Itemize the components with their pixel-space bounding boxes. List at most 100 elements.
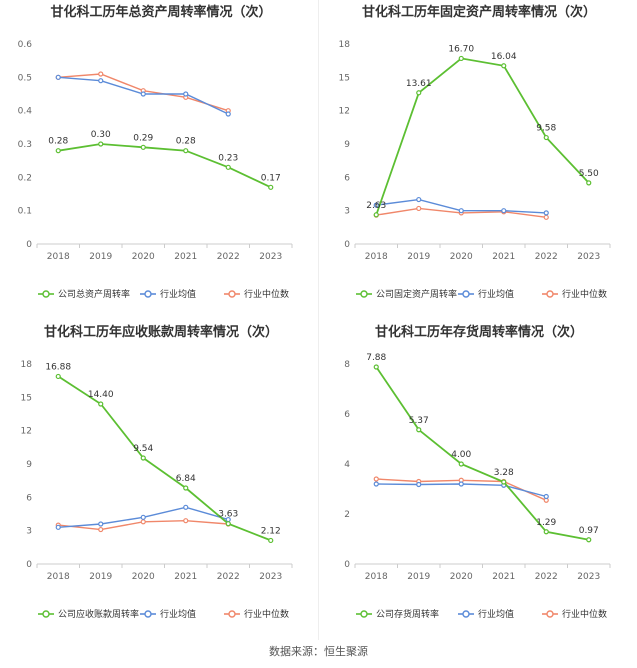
chart-svg: 甘化科工历年总资产周转率情况（次） 0 0.1 0.2 0.3 0.4 0.5 0.6 2018… bbox=[18, 4, 293, 300]
y-tick-label: 2 bbox=[344, 510, 350, 520]
chart-title: 甘化科工历年存货周转率情况（次） bbox=[375, 324, 583, 340]
x-tick-label: 2018 bbox=[365, 252, 388, 262]
legend-item-company[interactable]: 公司应收账款周转率 bbox=[58, 608, 139, 620]
data-point-industry-average bbox=[416, 481, 422, 488]
legend-item-industry-median[interactable]: 行业中位数 bbox=[244, 288, 289, 300]
data-label: 0.97 bbox=[579, 526, 599, 536]
y-tick-label: 4 bbox=[344, 460, 350, 470]
y-tick-label: 6 bbox=[26, 493, 32, 503]
data-label: 0.17 bbox=[261, 173, 281, 183]
data-label: 0.28 bbox=[48, 137, 68, 147]
x-tick-label: 2022 bbox=[217, 252, 240, 262]
data-point-industry-average bbox=[140, 514, 146, 520]
data-point-company bbox=[183, 148, 189, 154]
y-tick-label: 9 bbox=[344, 140, 350, 150]
data-label: 13.61 bbox=[406, 79, 432, 89]
y-tick-label: 0.4 bbox=[18, 107, 33, 117]
data-point-company bbox=[268, 184, 274, 190]
data-point-industry-average bbox=[373, 202, 379, 208]
data-point-industry-average bbox=[55, 524, 61, 530]
data-point-company bbox=[268, 537, 274, 544]
x-tick-label: 2018 bbox=[47, 572, 70, 582]
chart-title: 甘化科工历年固定资产周转率情况（次） bbox=[362, 4, 596, 20]
fixed-asset-turnover-chart: 甘化科工历年固定资产周转率情况（次） 0 3 6 9 12 15 18 2018 2019 2020… bbox=[318, 0, 636, 320]
data-point-company bbox=[416, 427, 422, 433]
series-line-company bbox=[58, 143, 272, 189]
y-tick-label: 3 bbox=[344, 207, 350, 217]
legend-item-industry-median[interactable]: 行业中位数 bbox=[562, 608, 607, 620]
data-point-company bbox=[140, 144, 146, 150]
legend-item-industry-median[interactable]: 行业中位数 bbox=[562, 288, 607, 300]
data-point-industry-average bbox=[140, 91, 146, 97]
x-tick-label: 2022 bbox=[535, 572, 558, 582]
data-point-company bbox=[501, 63, 507, 69]
x-tick-label: 2019 bbox=[89, 572, 112, 582]
legend-item-industry-average[interactable]: 行业均值 bbox=[478, 288, 514, 300]
x-tick-label: 2021 bbox=[492, 252, 515, 262]
x-tick-label: 2019 bbox=[407, 572, 430, 582]
legend-item-industry-average[interactable]: 行业均值 bbox=[478, 608, 514, 620]
y-tick-label: 18 bbox=[339, 40, 351, 50]
data-point-company bbox=[586, 180, 592, 186]
x-tick-label: 2021 bbox=[174, 572, 197, 582]
data-point-industry-median bbox=[98, 526, 104, 533]
data-label: 2.63 bbox=[366, 201, 386, 211]
total-asset-turnover-chart: 甘化科工历年总资产周转率情况（次） 0 0.1 0.2 0.3 0.4 0.5 0.6 2018… bbox=[0, 0, 318, 320]
chart-svg: 甘化科工历年应收账款周转率情况（次） 0 3 6 9 12 15 18 2018 2019 2020… bbox=[21, 324, 293, 620]
data-label: 5.50 bbox=[579, 169, 599, 179]
data-point-industry-average bbox=[501, 208, 507, 214]
data-point-industry-median bbox=[373, 476, 379, 482]
data-point-company bbox=[183, 485, 189, 491]
y-tick-label: 0.3 bbox=[18, 140, 32, 150]
y-tick-label: 0.5 bbox=[18, 73, 32, 83]
chart-title: 甘化科工历年应收账款周转率情况（次） bbox=[44, 324, 278, 340]
series-line-company bbox=[57, 375, 272, 542]
legend-item-company[interactable]: 公司存货周转率 bbox=[376, 608, 439, 620]
legend-item-industry-average[interactable]: 行业均值 bbox=[160, 608, 196, 620]
data-point-company bbox=[225, 521, 231, 527]
data-point-company bbox=[373, 212, 379, 218]
data-point-industry-average bbox=[183, 91, 189, 97]
legend-item-industry-average[interactable]: 行业均值 bbox=[160, 288, 196, 300]
y-tick-label: 12 bbox=[339, 107, 350, 117]
x-tick-label: 2021 bbox=[492, 572, 515, 582]
x-tick-label: 2020 bbox=[450, 252, 473, 262]
legend-item-company[interactable]: 公司总资产周转率 bbox=[58, 288, 130, 300]
data-point-company bbox=[543, 134, 549, 141]
data-source-note: 数据来源：恒生聚源 bbox=[269, 645, 368, 658]
data-point-industry-average bbox=[55, 74, 61, 80]
x-tick-label: 2022 bbox=[217, 572, 240, 582]
chart-title: 甘化科工历年总资产周转率情况（次） bbox=[50, 4, 271, 20]
data-point-company bbox=[98, 401, 104, 407]
data-point-industry-average bbox=[543, 210, 549, 216]
legend-item-industry-median[interactable]: 行业中位数 bbox=[244, 608, 289, 620]
y-tick-label: 18 bbox=[21, 360, 33, 370]
y-tick-label: 6 bbox=[344, 410, 350, 420]
data-point-industry-median bbox=[416, 205, 422, 212]
data-point-industry-average bbox=[416, 196, 422, 203]
x-tick-label: 2020 bbox=[132, 572, 155, 582]
data-label: 0.29 bbox=[133, 133, 153, 143]
y-tick-label: 0.2 bbox=[18, 173, 32, 183]
y-tick-label: 0 bbox=[344, 560, 350, 570]
y-tick-label: 3 bbox=[26, 527, 32, 537]
y-tick-label: 0 bbox=[26, 560, 32, 570]
data-label: 2.12 bbox=[261, 526, 281, 536]
legend-item-company[interactable]: 公司固定资产周转率 bbox=[376, 288, 457, 300]
data-label: 3.28 bbox=[494, 468, 514, 478]
y-tick-label: 0 bbox=[26, 240, 32, 250]
data-label: 0.23 bbox=[218, 153, 238, 163]
data-point-company bbox=[373, 364, 379, 370]
data-point-industry-median bbox=[140, 519, 146, 525]
receivables-turnover-chart: 甘化科工历年应收账款周转率情况（次） 0 3 6 9 12 15 18 2018 2019 2020… bbox=[0, 320, 318, 640]
data-label: 9.54 bbox=[133, 444, 153, 454]
data-label: 6.84 bbox=[176, 474, 196, 484]
legend-marker-company bbox=[42, 610, 50, 618]
data-label: 14.40 bbox=[88, 390, 114, 400]
data-point-company bbox=[225, 164, 231, 170]
y-tick-label: 9 bbox=[26, 460, 32, 470]
x-tick-label: 2020 bbox=[450, 572, 473, 582]
legend-marker-industry-median bbox=[228, 610, 236, 618]
data-point-industry-median bbox=[183, 518, 189, 524]
